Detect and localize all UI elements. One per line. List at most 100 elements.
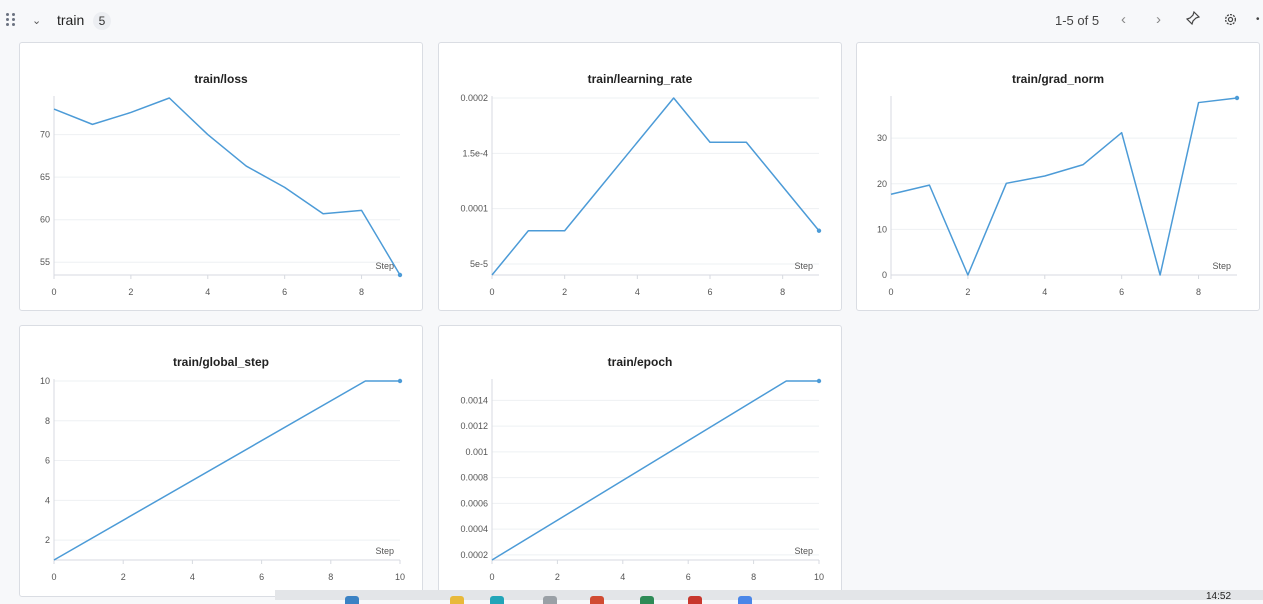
y-tick-label: 0.0012 — [460, 421, 488, 431]
app-icon[interactable] — [450, 596, 464, 604]
x-tick-label: 6 — [686, 572, 691, 582]
x-tick-label: 2 — [128, 287, 133, 297]
app-icon[interactable] — [543, 596, 557, 604]
x-tick-label: 0 — [489, 572, 494, 582]
epoch-chart: 0.0002 0.0004 0.0006 0.0008 0.001 0.0012 0.001… — [460, 378, 824, 582]
x-axis-label: Step — [375, 261, 394, 271]
y-tick-label: 0.0001 — [460, 204, 488, 214]
x-axis-label: Step — [375, 546, 394, 556]
y-tick-label: 70 — [40, 130, 50, 140]
pin-icon[interactable] — [1185, 10, 1201, 28]
taskbar — [275, 590, 1263, 604]
x-axis-label: Step — [794, 546, 813, 556]
series-line — [491, 97, 820, 276]
series-line — [53, 380, 400, 561]
chart-panel-global-step[interactable]: train/global_step 2 4 6 8 10 0 2 4 6 8 10 Step — [19, 325, 423, 597]
x-tick-label: 8 — [751, 572, 756, 582]
app-icon[interactable] — [345, 596, 359, 604]
x-tick-label: 8 — [780, 287, 785, 297]
x-tick-label: 0 — [51, 572, 56, 582]
x-tick-label: 2 — [965, 287, 970, 297]
chart-title: train/global_step — [172, 355, 270, 369]
x-axis-label: Step — [794, 261, 813, 271]
y-tick-label: 20 — [877, 179, 887, 189]
chart-panel-loss[interactable]: train/loss 55 60 65 70 0 2 4 6 8 Step — [19, 42, 423, 311]
x-tick-label: 4 — [635, 287, 640, 297]
last-point-marker — [816, 378, 822, 384]
chevron-right-icon[interactable]: › — [1156, 11, 1161, 28]
series-line — [890, 97, 1238, 276]
series-line — [491, 380, 819, 561]
x-tick-label: 8 — [328, 572, 333, 582]
pagination-text: 1-5 of 5 — [1055, 13, 1100, 28]
y-tick-label: 30 — [877, 133, 887, 143]
x-axis-label: Step — [1212, 261, 1231, 271]
y-tick-label: 10 — [40, 376, 50, 386]
more-icon[interactable]: • — [1256, 14, 1260, 25]
y-tick-label: 0.001 — [465, 447, 488, 457]
x-tick-label: 6 — [707, 287, 712, 297]
app-icon[interactable] — [640, 596, 654, 604]
x-tick-label: 6 — [1119, 287, 1124, 297]
gear-icon[interactable] — [1223, 12, 1238, 31]
x-tick-label: 8 — [359, 287, 364, 297]
last-point-marker — [1234, 95, 1240, 101]
y-tick-label: 0.0008 — [460, 473, 488, 483]
chart-title: train/epoch — [607, 355, 673, 369]
y-tick-label: 0.0002 — [460, 93, 488, 103]
chart-panel-grad-norm[interactable]: train/grad_norm 0 10 20 30 0 2 4 6 8 Step — [856, 42, 1260, 311]
y-tick-label: 8 — [45, 416, 50, 426]
chart-title: train/loss — [194, 72, 248, 86]
y-tick-label: 0.0014 — [460, 395, 488, 405]
y-tick-label: 10 — [877, 224, 887, 234]
chart-panel-epoch[interactable]: train/epoch 0.0002 0.0004 0.0006 0.0008 0.00… — [438, 325, 842, 597]
x-tick-label: 6 — [259, 572, 264, 582]
x-tick-label: 6 — [282, 287, 287, 297]
x-tick-label: 0 — [489, 287, 494, 297]
learning-rate-chart: 5e-5 0.0001 1.5e-4 0.0002 0 2 4 6 8 Step — [460, 93, 822, 297]
y-tick-label: 6 — [45, 456, 50, 466]
x-tick-label: 2 — [555, 572, 560, 582]
y-tick-label: 60 — [40, 215, 50, 225]
y-tick-label: 55 — [40, 257, 50, 267]
chart-panel-learning-rate[interactable]: train/learning_rate 5e-5 0.0001 1.5e-4 0.00… — [438, 42, 842, 311]
last-point-marker — [397, 378, 403, 384]
last-point-marker — [816, 228, 822, 233]
taskbar-clock: 14:52 — [1206, 591, 1232, 602]
x-tick-label: 10 — [395, 572, 405, 582]
section-title: train — [57, 12, 85, 28]
series-line — [53, 97, 401, 276]
loss-chart: 55 60 65 70 0 2 4 6 8 Step — [40, 96, 403, 297]
global-step-chart: 2 4 6 8 10 0 2 4 6 8 10 Step — [40, 376, 405, 582]
x-tick-label: 8 — [1196, 287, 1201, 297]
x-tick-label: 4 — [1042, 287, 1047, 297]
y-tick-label: 0 — [882, 270, 887, 280]
x-tick-label: 0 — [888, 287, 893, 297]
y-tick-label: 65 — [40, 172, 50, 182]
x-tick-label: 2 — [121, 572, 126, 582]
y-tick-label: 1.5e-4 — [462, 148, 488, 158]
app-icon[interactable] — [590, 596, 604, 604]
drag-handle-icon[interactable] — [6, 13, 18, 27]
chevron-left-icon[interactable]: ‹ — [1121, 11, 1126, 28]
app-icon[interactable] — [738, 596, 752, 604]
x-tick-label: 4 — [190, 572, 195, 582]
y-tick-label: 0.0006 — [460, 498, 488, 508]
y-tick-label: 0.0004 — [460, 524, 488, 534]
app-icon[interactable] — [490, 596, 504, 604]
y-tick-label: 0.0002 — [460, 550, 488, 560]
x-tick-label: 2 — [562, 287, 567, 297]
y-tick-label: 5e-5 — [470, 259, 488, 269]
chart-title: train/grad_norm — [1011, 72, 1104, 86]
grad-norm-chart: 0 10 20 30 0 2 4 6 8 Step — [877, 95, 1240, 297]
x-tick-label: 4 — [205, 287, 210, 297]
x-tick-label: 4 — [620, 572, 625, 582]
chevron-down-icon[interactable]: ⌄ — [32, 15, 42, 27]
app-icon[interactable] — [688, 596, 702, 604]
section-header: ⌄ train 5 1-5 of 5 ‹ › • — [0, 0, 1263, 40]
chart-title: train/learning_rate — [587, 72, 693, 86]
x-tick-label: 0 — [51, 287, 56, 297]
y-tick-label: 2 — [45, 535, 50, 545]
y-tick-label: 4 — [45, 495, 50, 505]
x-tick-label: 10 — [814, 572, 824, 582]
